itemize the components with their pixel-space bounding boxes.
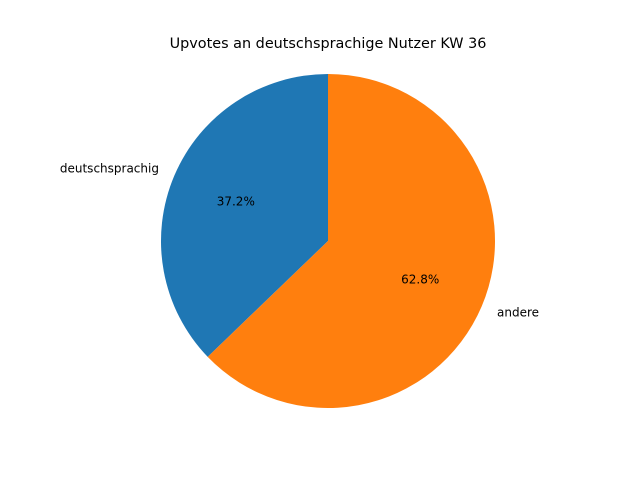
pie-slice xyxy=(207,74,496,408)
value-label: 37.2% xyxy=(217,194,255,208)
slice-label: deutschsprachig xyxy=(60,162,159,176)
pie-slice xyxy=(160,74,328,357)
value-label: 62.8% xyxy=(401,273,439,287)
slice-label: andere xyxy=(497,305,539,319)
chart-title: Upvotes an deutschsprachige Nutzer KW 36 xyxy=(170,36,487,52)
